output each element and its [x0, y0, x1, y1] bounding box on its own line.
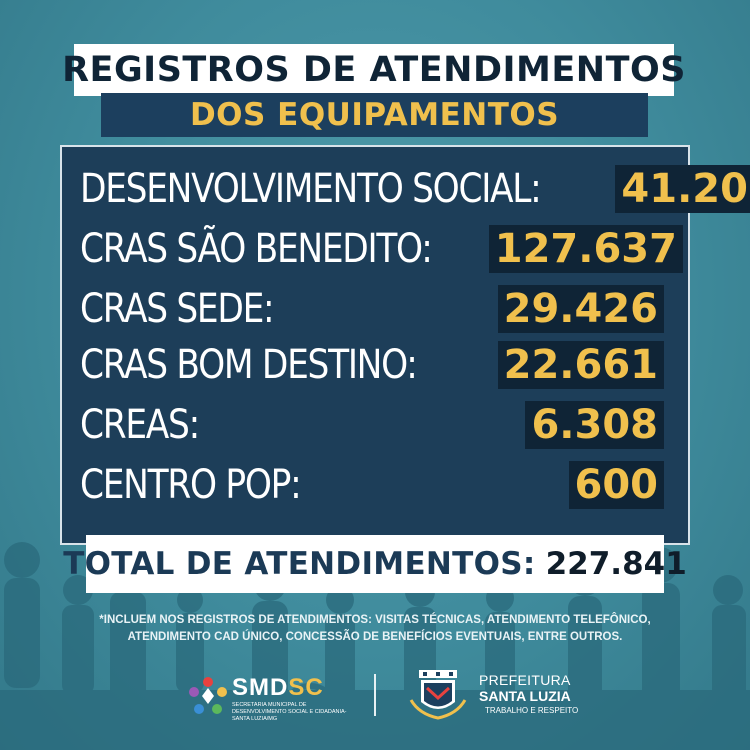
- stat-row-cras-sao-benedito: CRAS SÃO BENEDITO: 127.637: [80, 223, 683, 275]
- stat-label: DESENVOLVIMENTO SOCIAL:: [80, 166, 542, 212]
- santa-luzia-crest-icon: [409, 670, 467, 720]
- prefeitura-logo: PREFEITURA SANTA LUZIA TRABALHO E RESPEI…: [405, 670, 605, 726]
- total-value: 227.841: [545, 546, 687, 582]
- footnote-line-2: ATENDIMENTO CAD ÚNICO, CONCESSÃO DE BENE…: [127, 631, 623, 643]
- stat-value: 600: [568, 461, 664, 509]
- stat-label: CREAS:: [80, 402, 200, 448]
- smdsc-logo: SMDSC SECRETARIA MUNICIPAL DE DESENVOLVI…: [186, 672, 347, 722]
- stat-label: CRAS BOM DESTINO:: [80, 342, 418, 388]
- stat-value: 41.209: [615, 165, 750, 213]
- stat-row-creas: CREAS: 6.308: [80, 399, 664, 451]
- logo-bar: SMDSC SECRETARIA MUNICIPAL DE DESENVOLVI…: [0, 668, 750, 728]
- stat-value: 22.661: [497, 341, 664, 389]
- stat-value: 29.426: [497, 285, 664, 333]
- stat-label: CRAS SEDE:: [80, 286, 275, 332]
- prefeitura-tagline: TRABALHO E RESPEITO: [485, 706, 579, 715]
- stat-label: CRAS SÃO BENEDITO:: [80, 226, 433, 272]
- page-title: REGISTROS DE ATENDIMENTOS: [62, 50, 686, 90]
- stat-value: 127.637: [488, 225, 683, 273]
- stat-row-desenvolvimento-social: DESENVOLVIMENTO SOCIAL: 41.209: [80, 163, 750, 215]
- smdsc-subtitle: SECRETARIA MUNICIPAL DE DESENVOLVIMENTO …: [232, 702, 347, 722]
- subtitle-banner: DOS EQUIPAMENTOS: [101, 93, 648, 137]
- smdsc-logo-icon: [189, 677, 227, 714]
- logo-divider: [374, 674, 376, 716]
- footnote: *INCLUEM NOS REGISTROS DE ATENDIMENTOS: …: [40, 612, 710, 646]
- title-banner: REGISTROS DE ATENDIMENTOS: [62, 44, 685, 96]
- smdsc-name: SMDSC: [232, 674, 324, 701]
- stat-row-cras-bom-destino: CRAS BOM DESTINO: 22.661: [80, 339, 664, 391]
- stat-label: CENTRO POP:: [80, 462, 302, 508]
- total-label: TOTAL DE ATENDIMENTOS:: [63, 546, 536, 582]
- prefeitura-city: SANTA LUZIA: [479, 688, 571, 704]
- total-banner: TOTAL DE ATENDIMENTOS: 227.841: [63, 535, 687, 593]
- stats-panel: DESENVOLVIMENTO SOCIAL: 41.209 CRAS SÃO …: [60, 145, 750, 545]
- stat-row-centro-pop: CENTRO POP: 600: [80, 459, 664, 511]
- stat-value: 6.308: [525, 401, 664, 449]
- prefeitura-label: PREFEITURA: [479, 672, 571, 688]
- page-subtitle: DOS EQUIPAMENTOS: [189, 97, 560, 133]
- stat-row-cras-sede: CRAS SEDE: 29.426: [80, 283, 664, 335]
- footnote-line-1: *INCLUEM NOS REGISTROS DE ATENDIMENTOS: …: [99, 614, 651, 626]
